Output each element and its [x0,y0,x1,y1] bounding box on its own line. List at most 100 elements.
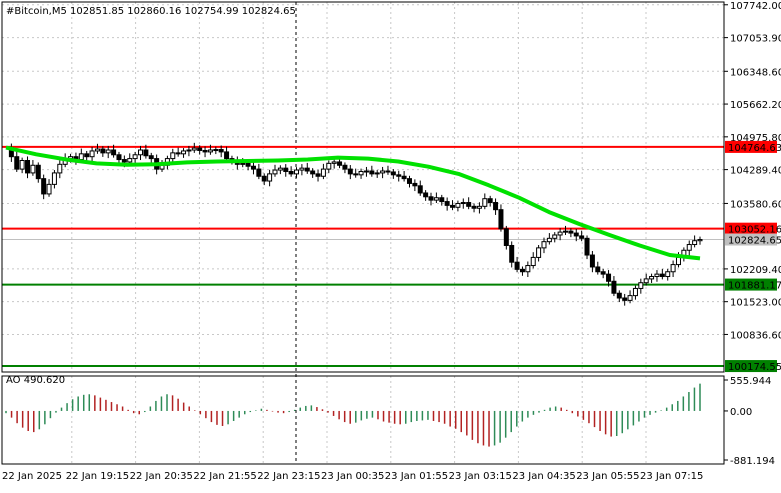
candle-body [460,202,466,205]
candle-body [476,205,482,209]
candle-body [632,287,638,297]
candle-body [466,202,472,207]
ao-panel-frame [1,375,725,465]
candle-body [487,198,493,204]
x-tick-label: 23 Jan 01:55 [385,471,448,482]
y-tick-label: 105662.20 [730,100,781,111]
candle-body [374,172,380,175]
candle-body [19,160,25,170]
x-tick-label: 22 Jan 23:15 [257,471,320,482]
candle-body [111,149,117,156]
candle-body [649,276,655,280]
candle-body [401,175,407,180]
candle-body [250,165,256,170]
candle-body [552,234,558,239]
candle-body [213,149,219,152]
x-tick-label: 22 Jan 21:55 [193,471,256,482]
ao-panel [5,383,701,447]
candle-body [428,196,434,201]
candle-body [519,268,525,273]
candle-body [579,235,585,239]
candle-body [638,282,644,289]
level-label-bg [725,222,777,235]
candle-body [353,173,359,176]
candle-body [116,154,122,161]
candle-body [170,152,176,160]
candle-body [493,202,499,211]
candle-body [51,172,57,185]
candle-body [568,230,574,234]
candle-body [622,297,628,301]
y-tick-label: 103580.60 [730,199,781,210]
x-tick-label: 23 Jan 07:15 [640,471,703,482]
candle-body [25,160,31,174]
candle-body [380,170,386,174]
level-label: 102824.65 [728,236,781,247]
candle-body [503,228,509,246]
candle-body [450,204,456,208]
candle-body [202,149,208,153]
candle-body [337,161,343,166]
y-tick-label: 104975.80 [730,133,781,144]
candle-body [595,266,601,273]
level-label-bg [725,360,777,373]
candle-body [589,254,595,268]
x-tick-label: 23 Jan 03:15 [449,471,512,482]
candle-body [675,256,681,266]
candle-body [143,149,149,157]
candle-body [536,247,542,258]
candle-body [304,167,310,172]
level-label: 101881.17 [728,281,781,292]
candle-body [433,197,439,201]
candle-body [385,170,391,173]
candle-body [315,173,321,177]
candle-body [272,169,278,175]
candle-body [191,147,197,151]
candle-body [94,148,100,152]
candle-body [509,244,515,263]
candle-body [358,170,364,176]
price-panel-frame [1,1,725,373]
candle-body [390,171,396,176]
candle-body [412,182,418,187]
level-label-bg [725,278,777,291]
moving-average-line [5,145,701,261]
candle-body [175,152,181,155]
x-tick-label: 23 Jan 04:35 [512,471,575,482]
level-label-bg [725,233,777,246]
candle-body [530,256,536,267]
candle-body [563,230,569,233]
x-tick-label: 23 Jan 00:35 [321,471,384,482]
axes: 22 Jan 2025 22 Jan 19:15 22 Jan 20:35 22 Ja… [1,1,781,482]
candle-body [181,150,187,155]
candle-body [100,148,106,154]
candle-body [331,161,337,164]
candle-body [406,178,412,184]
candle-body [654,273,660,278]
candle-body [471,205,477,209]
candle-body [369,170,375,175]
candle-body [686,244,692,251]
candle-body [240,162,246,165]
candle-body [514,261,520,270]
candle-body [692,240,698,246]
ao-y-tick-label: 555.944 [730,376,771,387]
candle-body [541,241,547,249]
y-tick-label: 102209.40 [730,265,781,276]
candle-body [310,170,316,175]
candle-body [197,147,203,151]
candle-body [326,162,332,170]
candle-body [584,237,590,256]
candle-body [78,153,84,161]
chart-title: #Bitcoin,M5 102851.85 102860.16 102754.9… [6,6,296,17]
ao-y-tick-label: -881.194 [730,456,775,467]
y-tick-label: 107742.00 [730,1,781,12]
candle-body [396,174,402,177]
grid [2,2,724,464]
candle-body [417,185,423,194]
candle-body [186,149,192,152]
candle-body [137,149,143,156]
level-label-bg [725,140,777,153]
candle-body [665,271,671,278]
candle-body [14,156,20,170]
